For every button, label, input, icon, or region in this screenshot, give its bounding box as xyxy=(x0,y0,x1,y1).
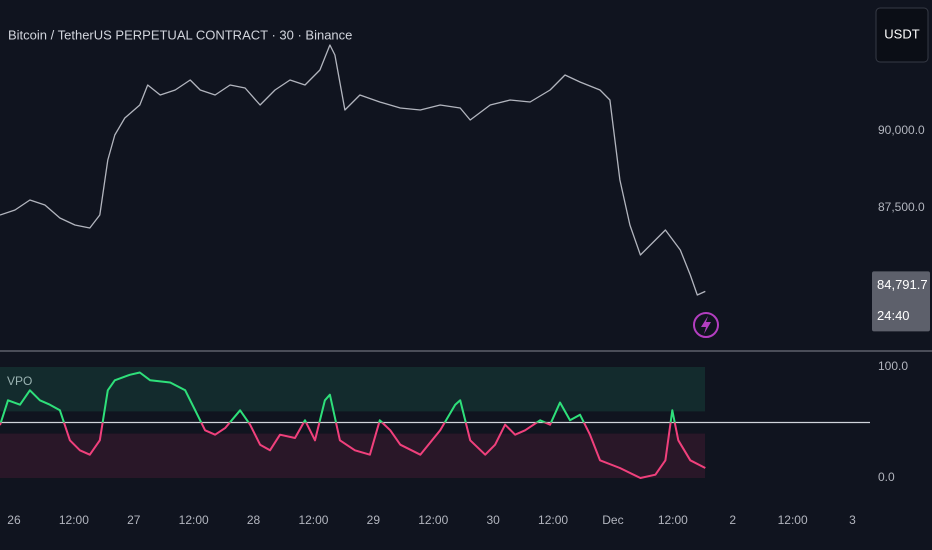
last-price-box xyxy=(872,271,930,332)
x-tick-label: 3 xyxy=(849,513,856,527)
x-tick-label: 12:00 xyxy=(658,513,688,527)
series-line xyxy=(0,44,706,296)
x-tick-label: Dec xyxy=(602,513,623,527)
x-tick-label: 26 xyxy=(7,513,21,527)
lower-zone xyxy=(0,433,705,479)
indicator-title: VPO xyxy=(7,374,32,388)
last-price-label: 84,791.7 xyxy=(877,277,928,292)
x-tick-label: 29 xyxy=(367,513,381,527)
alert-bolt[interactable] xyxy=(701,316,711,334)
x-tick-label: 27 xyxy=(127,513,141,527)
x-tick-label: 12:00 xyxy=(59,513,89,527)
y-tick-label: 90,000.0 xyxy=(878,123,925,137)
x-tick-label: 12:00 xyxy=(179,513,209,527)
x-tick-label: 12:00 xyxy=(538,513,568,527)
x-tick-label: 12:00 xyxy=(778,513,808,527)
y-tick-label: 87,500.0 xyxy=(878,200,925,214)
y-tick-label: 0.0 xyxy=(878,470,895,484)
button-frame[interactable] xyxy=(875,7,929,63)
x-tick-label: 2 xyxy=(729,513,736,527)
x-tick-label: 12:00 xyxy=(418,513,448,527)
x-tick-label: 30 xyxy=(486,513,500,527)
chart-title: Bitcoin / TetherUS PERPETUAL CONTRACT · … xyxy=(8,27,352,42)
x-tick-label: 12:00 xyxy=(298,513,328,527)
countdown-label: 24:40 xyxy=(877,308,910,323)
y-tick-label: 100.0 xyxy=(878,359,908,373)
currency-button[interactable]: USDT xyxy=(875,7,929,63)
x-tick-label: 28 xyxy=(247,513,261,527)
alert-icon[interactable] xyxy=(693,312,719,338)
series-line xyxy=(0,371,706,479)
upper-zone xyxy=(0,366,705,412)
button-label[interactable]: USDT xyxy=(884,26,919,41)
